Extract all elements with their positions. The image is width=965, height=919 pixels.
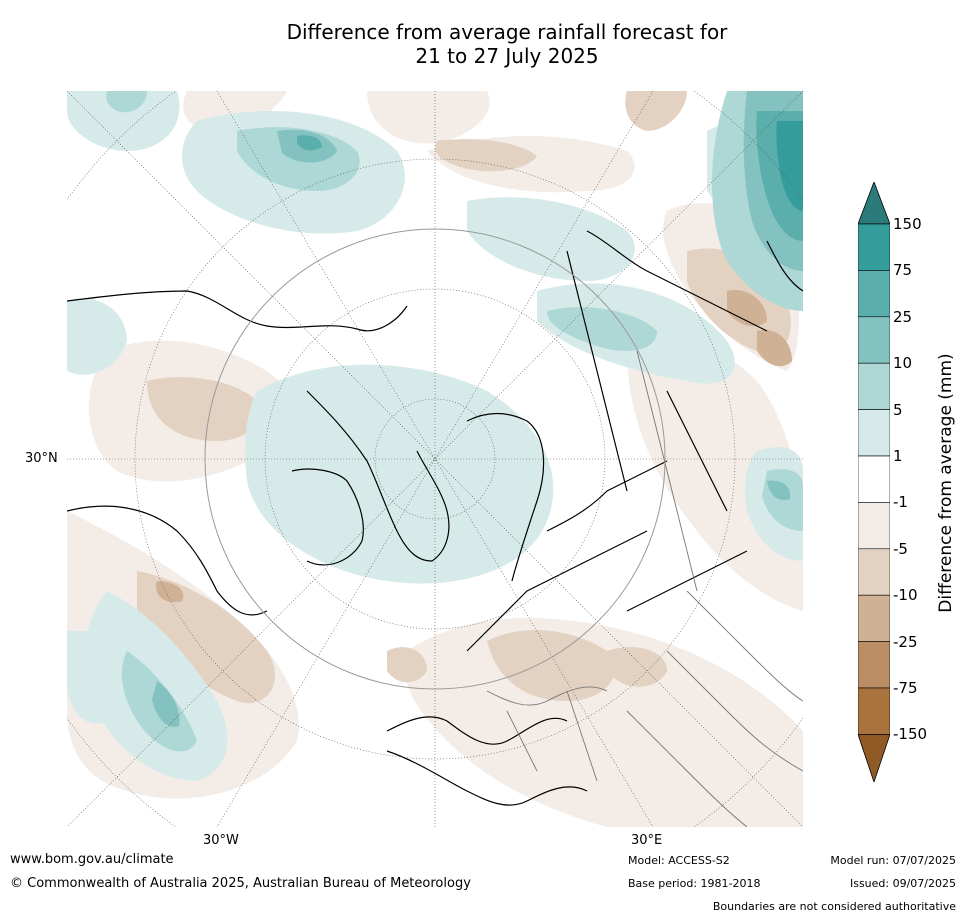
title-line-1: Difference from average rainfall forecas… bbox=[286, 20, 728, 44]
outer-latitude-circle bbox=[204, 228, 666, 690]
drier-moderate-areas bbox=[137, 91, 791, 703]
colorbar-tick-label: -25 bbox=[893, 632, 918, 651]
footer-copyright: © Commonwealth of Australia 2025, Austra… bbox=[10, 876, 471, 891]
colorbar-tick-label: 75 bbox=[893, 261, 913, 280]
colorbar-tick-label: -75 bbox=[893, 679, 918, 697]
latitude-label-30n: 30°N bbox=[25, 451, 58, 466]
colorbar-tick-label: 5 bbox=[893, 400, 903, 419]
footer-issued: Issued: 09/07/2025 bbox=[849, 877, 956, 890]
wetter-extreme-areas bbox=[776, 121, 803, 211]
colorbar-over-triangle bbox=[858, 182, 890, 225]
colorbar-segment bbox=[858, 548, 890, 596]
colorbar bbox=[858, 182, 890, 782]
colorbar-segment bbox=[858, 455, 890, 503]
colorbar-segment bbox=[858, 316, 890, 364]
footer-url: www.bom.gov.au/climate bbox=[10, 852, 174, 867]
colorbar-segment bbox=[858, 502, 890, 550]
colorbar-tick-label: -10 bbox=[893, 586, 918, 605]
country-boundaries bbox=[486, 350, 803, 827]
colorbar-segment bbox=[858, 594, 890, 642]
colorbar-tick-label: -1 bbox=[893, 493, 908, 512]
colorbar-tick-label: 10 bbox=[893, 354, 913, 373]
colorbar-segment bbox=[858, 641, 890, 689]
longitude-label-30e: 30°E bbox=[631, 833, 663, 848]
colorbar-segment bbox=[858, 270, 890, 318]
colorbar-segment bbox=[858, 687, 890, 735]
colorbar-segment bbox=[858, 409, 890, 457]
longitude-label-30w: 30°W bbox=[203, 833, 239, 848]
coastlines bbox=[67, 230, 803, 806]
colorbar-tick-label: -150 bbox=[893, 725, 928, 744]
footer-model-run: Model run: 07/07/2025 bbox=[830, 854, 956, 867]
colorbar-tick-label: -5 bbox=[893, 539, 908, 558]
colorbar-segments bbox=[858, 182, 890, 782]
footer-base-period: Base period: 1981-2018 bbox=[628, 877, 761, 890]
footer-model: Model: ACCESS-S2 bbox=[628, 854, 730, 867]
rainfall-anomaly-map bbox=[67, 91, 803, 827]
colorbar-tick-label: 25 bbox=[893, 307, 913, 326]
map-title: Difference from average rainfall forecas… bbox=[0, 20, 965, 68]
colorbar-under-triangle bbox=[858, 734, 890, 782]
colorbar-title: Difference from average (mm) bbox=[936, 353, 956, 613]
footer-disclaimer: Boundaries are not considered authoritat… bbox=[712, 900, 956, 913]
colorbar-tick-label: 150 bbox=[893, 215, 922, 233]
colorbar-segment bbox=[858, 362, 890, 410]
colorbar-tick-label: 1 bbox=[893, 447, 903, 465]
graticule bbox=[67, 91, 803, 827]
title-line-2: 21 to 27 July 2025 bbox=[415, 44, 599, 68]
drier-strong-areas bbox=[156, 290, 792, 603]
colorbar-segment bbox=[858, 223, 890, 271]
